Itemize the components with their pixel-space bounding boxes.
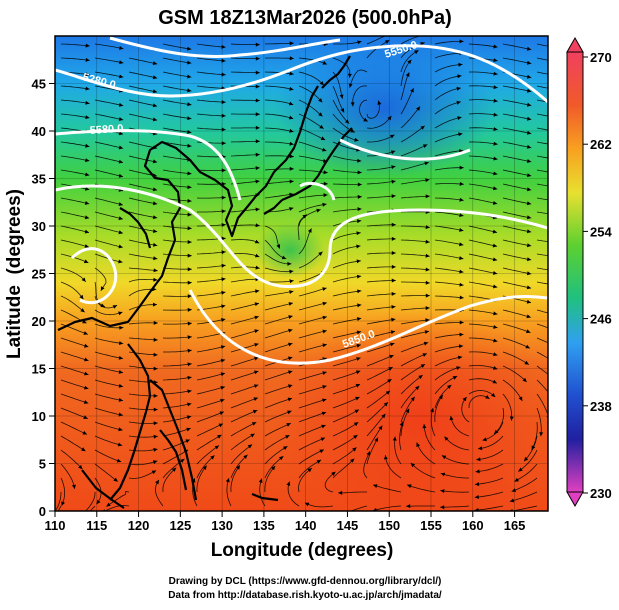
- chart-title: GSM 18Z13Mar2026 (500.0hPa): [158, 7, 452, 29]
- x-tick-label: 150: [378, 518, 400, 533]
- y-tick-label: 20: [32, 314, 46, 329]
- y-tick-label: 45: [32, 77, 46, 92]
- cold-pool-region: [255, 222, 325, 278]
- x-tick-label: 110: [45, 518, 66, 533]
- x-tick-label: 115: [86, 518, 107, 533]
- colorbar-gradient: [566, 51, 584, 493]
- x-tick-label: 160: [462, 518, 484, 533]
- x-tick-label: 125: [169, 518, 191, 533]
- y-tick-label: 40: [32, 124, 46, 139]
- colorbar-tick-label: 262: [590, 137, 612, 152]
- x-tick-label: 120: [128, 518, 150, 533]
- colorbar-tick-label: 254: [590, 224, 612, 239]
- coastlines: [57, 55, 353, 509]
- streamlines: [55, 36, 548, 511]
- colorbar-bottom-arrow: [566, 491, 584, 508]
- credit-line-1: Drawing by DCL (https://www.gfd-dennou.o…: [169, 576, 442, 587]
- colorbar-tick-label: 270: [590, 50, 612, 65]
- x-tick-label: 145: [337, 518, 359, 533]
- y-tick-label: 15: [32, 362, 46, 377]
- x-tick-label: 130: [211, 518, 233, 533]
- contour-label: 5580.0: [89, 123, 123, 137]
- x-tick-label: 165: [504, 518, 526, 533]
- colorbar-tick-label: 246: [590, 312, 612, 327]
- height-contours: [55, 36, 548, 365]
- y-axis-ticks: 0 5 10 15 20 25 30 35 40 45: [32, 77, 55, 519]
- x-axis-label: Longitude (degrees): [211, 540, 394, 561]
- y-tick-label: 10: [32, 409, 46, 424]
- y-tick-label: 0: [39, 504, 46, 519]
- credit-line-2: Data from http://database.rish.kyoto-u.a…: [168, 590, 442, 601]
- x-tick-label: 135: [253, 518, 275, 533]
- colorbar-top-arrow: [566, 36, 584, 53]
- colorbar: 270 262 254 246 238 230: [566, 36, 612, 508]
- lat-lon-grid: [55, 36, 548, 511]
- x-tick-label: 140: [295, 518, 317, 533]
- colorbar-tick-label: 238: [590, 399, 612, 414]
- x-tick-label: 155: [420, 518, 442, 533]
- colorbar-tick-label: 230: [590, 486, 612, 501]
- y-tick-label: 35: [32, 172, 46, 187]
- y-tick-label: 30: [32, 219, 46, 234]
- y-axis-label: Latitude (degrees): [4, 189, 25, 359]
- y-tick-label: 25: [32, 267, 46, 282]
- x-axis-ticks: 110 115 120 125 130 135 140 145 150 155 160 165: [45, 511, 526, 533]
- y-tick-label: 5: [39, 457, 46, 472]
- cold-low-region: [275, 38, 495, 178]
- map-plot-area: 5280.0 5580.0 5550.0 5850.0: [55, 36, 548, 511]
